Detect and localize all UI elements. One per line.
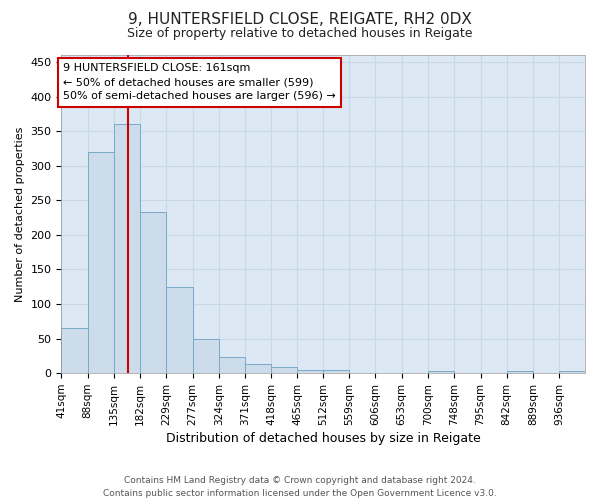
Text: Contains HM Land Registry data © Crown copyright and database right 2024.
Contai: Contains HM Land Registry data © Crown c…	[103, 476, 497, 498]
Bar	[166, 286, 193, 373]
Y-axis label: Number of detached properties: Number of detached properties	[15, 126, 25, 302]
Text: Size of property relative to detached houses in Reigate: Size of property relative to detached ho…	[127, 28, 473, 40]
Bar	[323, 370, 349, 373]
Bar	[113, 124, 140, 373]
Text: 9 HUNTERSFIELD CLOSE: 161sqm
← 50% of detached houses are smaller (599)
50% of s: 9 HUNTERSFIELD CLOSE: 161sqm ← 50% of de…	[63, 64, 336, 102]
Bar	[245, 364, 271, 373]
Bar	[271, 367, 297, 373]
Bar	[219, 358, 245, 373]
Bar	[506, 371, 533, 373]
Text: 9, HUNTERSFIELD CLOSE, REIGATE, RH2 0DX: 9, HUNTERSFIELD CLOSE, REIGATE, RH2 0DX	[128, 12, 472, 28]
Bar	[428, 371, 454, 373]
Bar	[88, 152, 113, 373]
Bar	[297, 370, 323, 373]
Bar	[61, 328, 88, 373]
Bar	[193, 338, 219, 373]
Bar	[140, 212, 166, 373]
Bar	[559, 371, 585, 373]
X-axis label: Distribution of detached houses by size in Reigate: Distribution of detached houses by size …	[166, 432, 481, 445]
Bar	[349, 372, 376, 373]
